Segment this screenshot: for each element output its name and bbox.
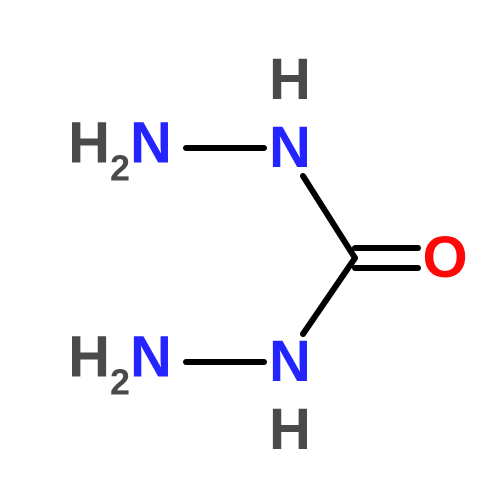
atom-o: O — [422, 229, 467, 287]
h2n-top-sub: 2 — [110, 148, 130, 189]
chemical-structure-diagram: H N H2N O N H2N H — [0, 0, 504, 504]
h2n-top-h-letter: H — [68, 111, 110, 176]
h2n-bot-h: H2 — [68, 325, 130, 390]
h2n-bot-n: N — [130, 325, 172, 390]
h2n-top-n: N — [130, 111, 172, 176]
h2n-bot-sub: 2 — [110, 362, 130, 403]
atom-n-bot: N — [269, 333, 311, 391]
atom-h2n-top: H2N — [68, 115, 172, 182]
atom-n-top: N — [269, 119, 311, 177]
h2n-bot-h-letter: H — [68, 325, 110, 390]
bond-line — [303, 176, 355, 258]
atom-h-top: H — [269, 51, 311, 109]
h2n-top-h: H2 — [68, 111, 130, 176]
atom-h-bot: H — [269, 401, 311, 459]
bond-line — [303, 258, 355, 334]
atom-h2n-bot: H2N — [68, 329, 172, 396]
